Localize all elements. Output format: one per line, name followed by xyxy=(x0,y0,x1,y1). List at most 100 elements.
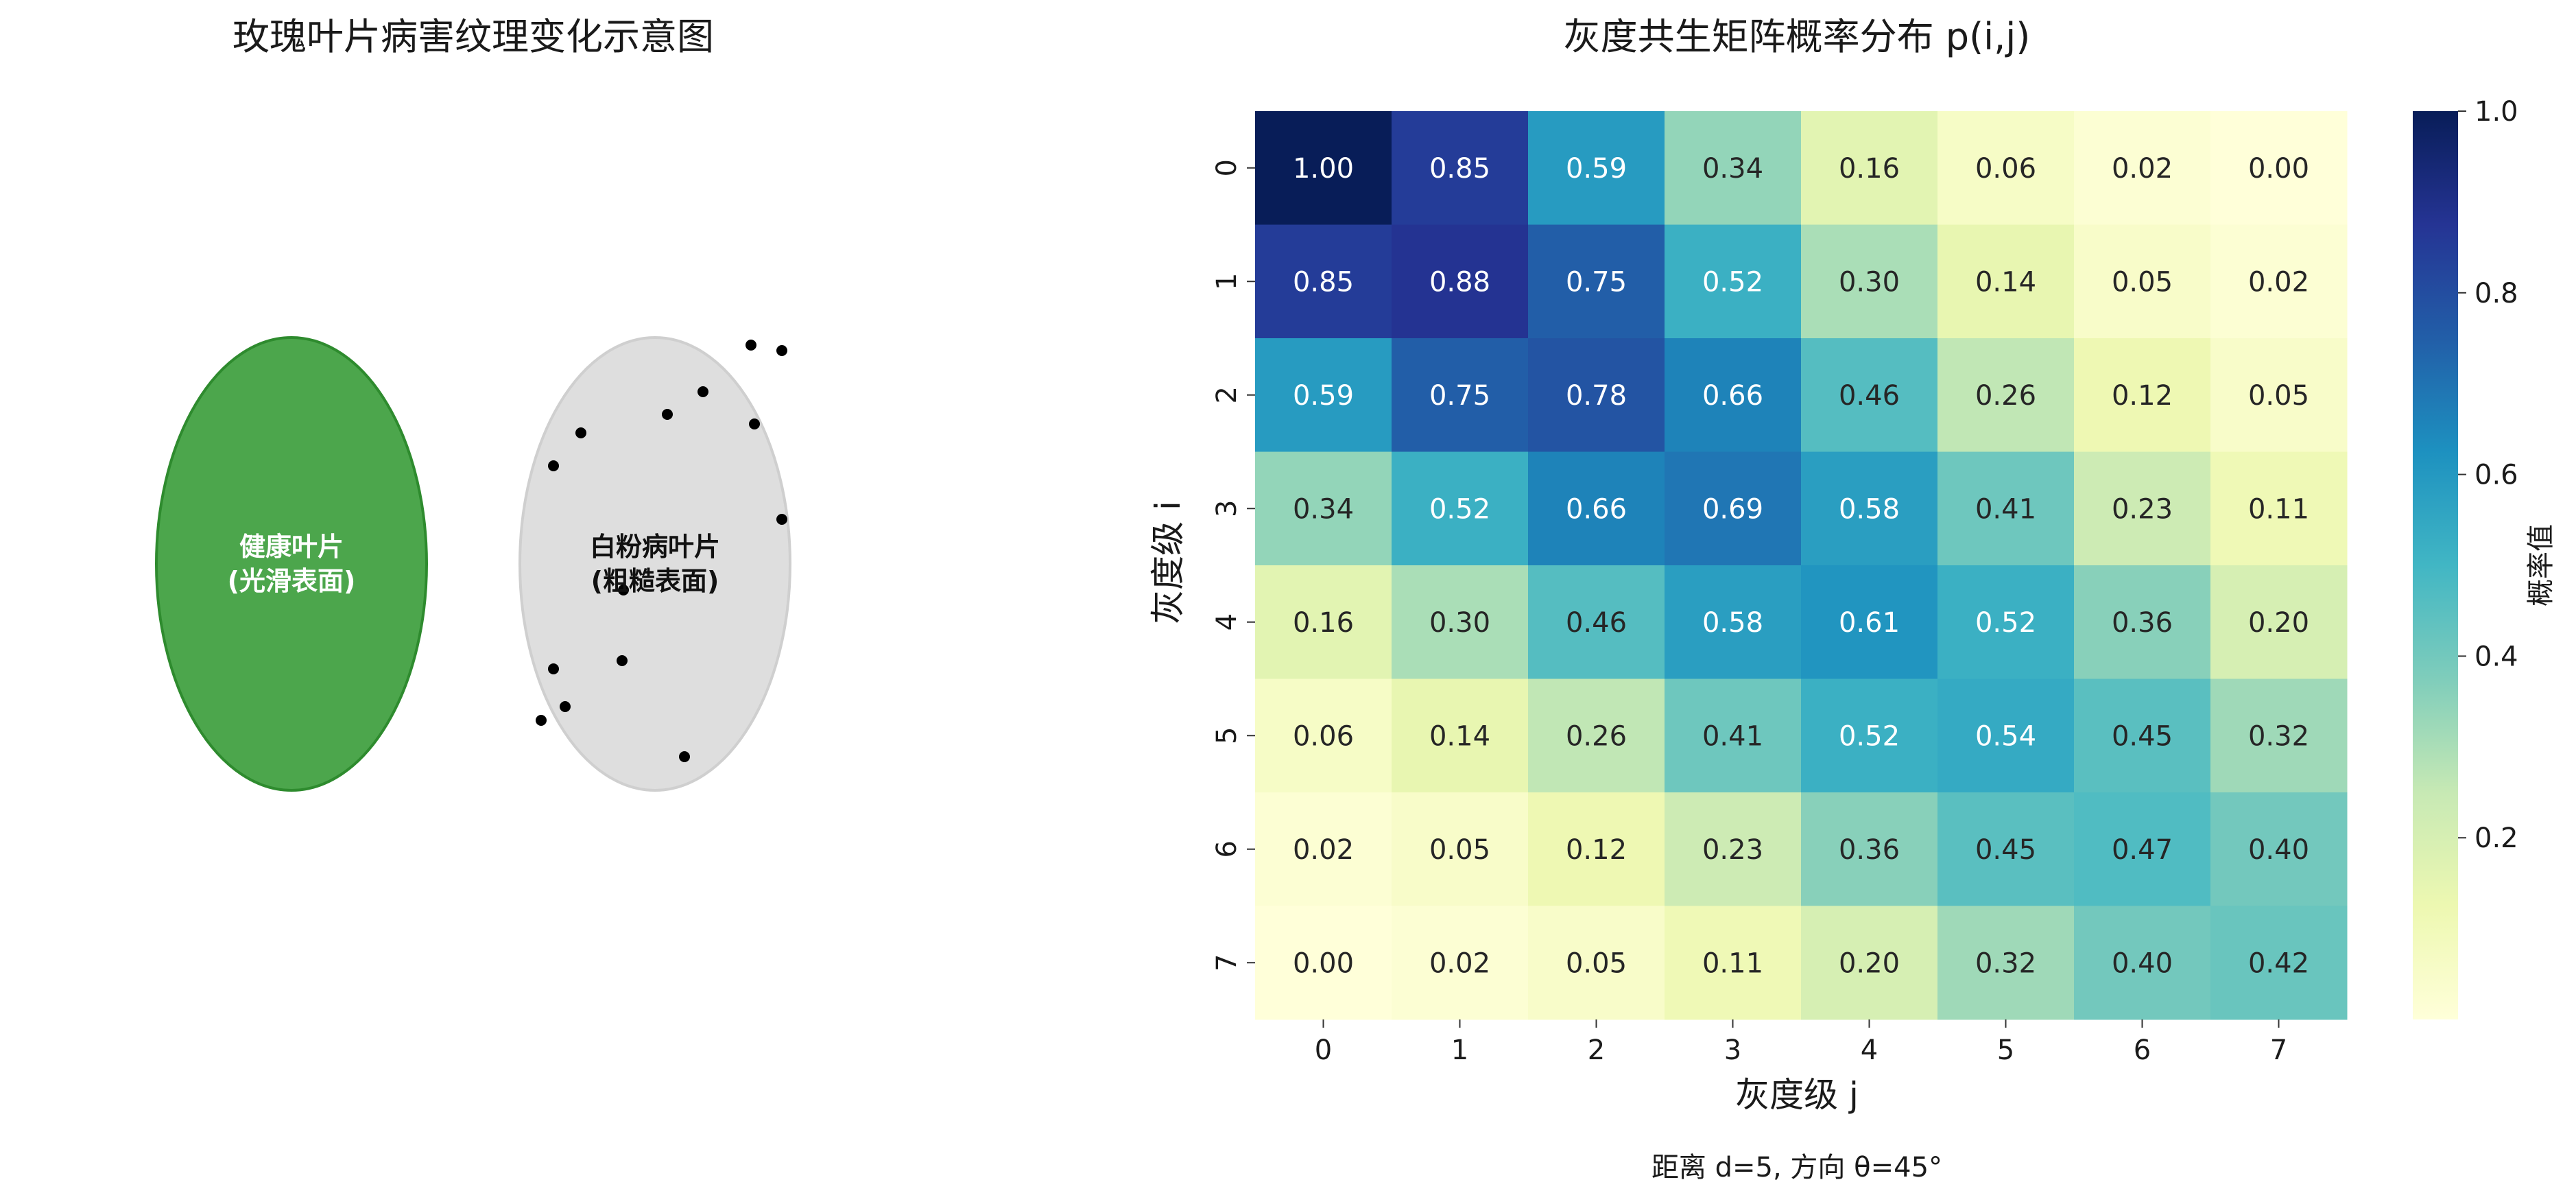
heatmap-cell xyxy=(1665,224,1802,339)
mildew-spot xyxy=(536,715,547,726)
heatmap-cell xyxy=(2074,906,2211,1020)
heatmap-cell xyxy=(1937,451,2075,566)
cell-value-label: 0.54 xyxy=(1975,720,2036,752)
heatmap-cell xyxy=(2074,338,2211,452)
heatmap-cell xyxy=(2210,224,2348,339)
cell-value-label: 0.12 xyxy=(1566,834,1627,866)
heatmap-cell xyxy=(1255,338,1392,452)
cell-value-label: 0.34 xyxy=(1702,153,1763,185)
heatmap-cell xyxy=(1801,451,1938,566)
diseased-leaf-shape xyxy=(518,336,791,792)
heatmap-cell xyxy=(2210,906,2348,1020)
heatmap-cell xyxy=(1528,792,1665,906)
mildew-spot xyxy=(617,655,628,666)
healthy-leaf-label-line2: (光滑表面) xyxy=(228,566,356,596)
cell-value-label: 0.05 xyxy=(1429,834,1490,866)
colorbar-tick-label: 0.6 xyxy=(2474,460,2518,491)
x-axis-label: 灰度级 j xyxy=(1735,1075,1859,1115)
cell-value-label: 0.06 xyxy=(1975,153,2036,185)
heatmap-cell xyxy=(1255,678,1392,793)
mildew-spot xyxy=(618,585,629,595)
mildew-spot xyxy=(749,418,760,429)
cell-value-label: 0.16 xyxy=(1293,607,1354,639)
heatmap-cell xyxy=(1255,906,1392,1020)
y-tick-label: 1 xyxy=(1211,273,1243,290)
cell-value-label: 0.05 xyxy=(2248,380,2309,412)
cell-value-label: 0.69 xyxy=(1702,493,1763,525)
x-tick-label: 4 xyxy=(1861,1035,1878,1066)
heatmap-cell xyxy=(1392,678,1529,793)
mildew-spot xyxy=(548,663,559,674)
heatmap-cell xyxy=(1665,451,1802,566)
cell-value-label: 0.14 xyxy=(1429,720,1490,752)
heatmap-cell xyxy=(2074,451,2211,566)
cell-value-label: 0.66 xyxy=(1566,493,1627,525)
cell-value-label: 0.12 xyxy=(2112,380,2173,412)
heatmap-cell xyxy=(1801,111,1938,225)
cell-value-label: 0.52 xyxy=(1839,720,1900,752)
x-axis-ticks: 0 1 2 3 4 5 6 7 xyxy=(1315,1019,2287,1066)
left-panel-title: 玫瑰叶片病害纹理变化示意图 xyxy=(232,15,714,58)
chart-caption: 距离 d=5, 方向 θ=45° xyxy=(1651,1152,1942,1183)
cell-value-label: 0.26 xyxy=(1566,720,1627,752)
heatmap-cell xyxy=(1528,678,1665,793)
heatmap-cell xyxy=(1937,338,2075,452)
heatmap-cell xyxy=(1392,792,1529,906)
heatmap-cell xyxy=(2210,111,2348,225)
powdery-mildew-spots xyxy=(536,340,787,762)
mildew-spot xyxy=(776,345,787,356)
x-tick-label: 0 xyxy=(1315,1035,1332,1066)
healthy-leaf-shape xyxy=(155,336,428,792)
cell-value-label: 0.26 xyxy=(1975,380,2036,412)
heatmap-cell xyxy=(2074,678,2211,793)
mildew-spot xyxy=(697,386,708,397)
colorbar-label: 概率值 xyxy=(2525,524,2557,606)
heatmap-cell xyxy=(1937,906,2075,1020)
x-tick-label: 7 xyxy=(2270,1035,2287,1066)
heatmap-cell xyxy=(1392,224,1529,339)
colorbar-tick-label: 0.2 xyxy=(2474,823,2518,854)
cell-value-label: 0.78 xyxy=(1566,380,1627,412)
heatmap-cell xyxy=(2210,338,2348,452)
cell-value-label: 0.11 xyxy=(2248,493,2309,525)
heatmap-cell xyxy=(2074,565,2211,679)
cell-value-label: 0.59 xyxy=(1293,380,1354,412)
cell-value-label: 0.47 xyxy=(2112,834,2173,866)
cell-value-label: 0.05 xyxy=(1566,947,1627,979)
cell-value-label: 0.52 xyxy=(1429,493,1490,525)
heatmap-cell xyxy=(1801,338,1938,452)
heatmap-cell xyxy=(1665,906,1802,1020)
diseased-leaf-label-line2: (粗糙表面) xyxy=(591,566,719,596)
cell-value-label: 0.30 xyxy=(1839,266,1900,298)
heatmap-cell xyxy=(2074,224,2211,339)
mildew-spot xyxy=(548,460,559,471)
x-tick-label: 3 xyxy=(1724,1035,1741,1066)
heatmap-cell xyxy=(1392,111,1529,225)
heatmap-cell xyxy=(1801,224,1938,339)
heatmap-cell xyxy=(1392,451,1529,566)
heatmap-cell xyxy=(1255,565,1392,679)
cell-value-label: 0.36 xyxy=(1839,834,1900,866)
colorbar-tick-label: 0.8 xyxy=(2474,278,2518,309)
heatmap-cell xyxy=(1528,906,1665,1020)
cell-value-label: 0.59 xyxy=(1566,153,1627,185)
cell-value-label: 0.46 xyxy=(1566,607,1627,639)
mildew-spot xyxy=(746,340,756,351)
heatmap-cell xyxy=(1528,111,1665,225)
y-tick-label: 7 xyxy=(1211,954,1243,971)
cell-value-label: 1.00 xyxy=(1293,153,1354,185)
cell-value-label: 0.40 xyxy=(2248,834,2309,866)
heatmap-cell xyxy=(1392,338,1529,452)
mildew-spot xyxy=(776,514,787,525)
heatmap-cell xyxy=(1665,792,1802,906)
cell-value-label: 0.42 xyxy=(2248,947,2309,979)
y-tick-label: 2 xyxy=(1211,386,1243,403)
x-tick-label: 2 xyxy=(1588,1035,1605,1066)
y-tick-label: 4 xyxy=(1211,613,1243,630)
cell-value-label: 0.34 xyxy=(1293,493,1354,525)
heatmap-cell xyxy=(2210,678,2348,793)
healthy-leaf-label-line1: 健康叶片 xyxy=(239,532,344,562)
heatmap-cell xyxy=(2210,565,2348,679)
heatmap-cell xyxy=(1937,224,2075,339)
cell-value-label: 0.58 xyxy=(1702,607,1763,639)
